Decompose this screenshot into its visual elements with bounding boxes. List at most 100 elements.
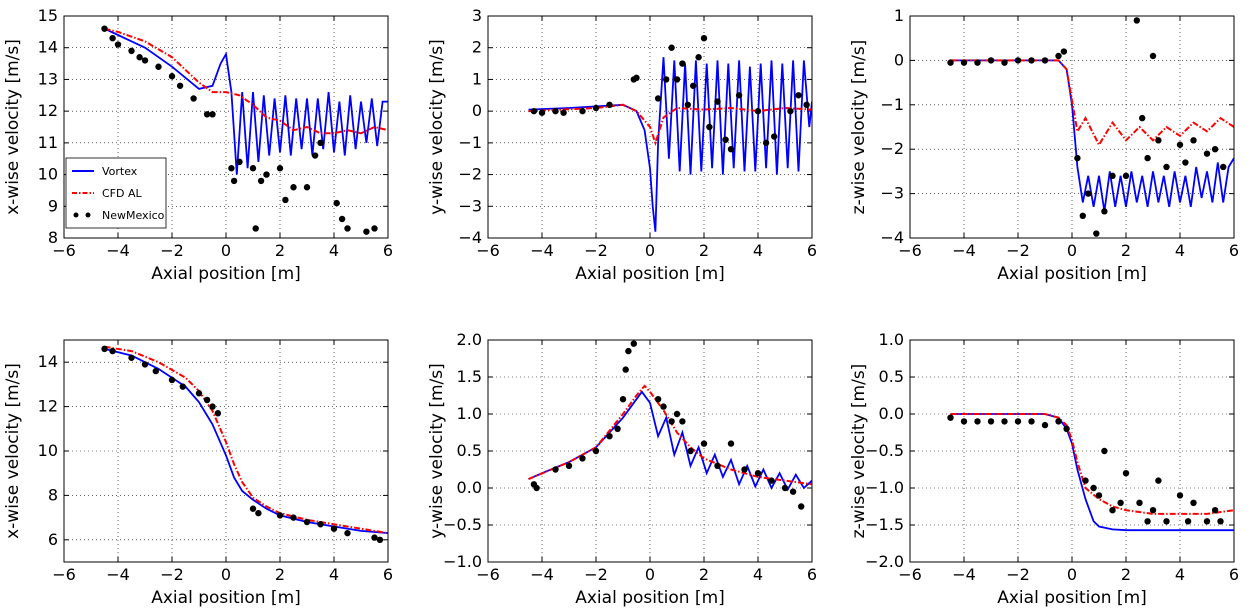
newmexico-point [538, 109, 546, 116]
newmexico-point [714, 462, 721, 469]
newmexico-point [1176, 492, 1184, 499]
plot-frame [909, 15, 1235, 239]
newmexico-point [781, 484, 789, 492]
newmexico-point [109, 347, 116, 355]
newmexico-point [974, 59, 981, 66]
newmexico-point [673, 410, 681, 418]
vortex-series-line [528, 390, 812, 492]
y-tick-label: 1.5 [457, 367, 482, 386]
newmexico-point [1055, 418, 1062, 425]
plot-frame [63, 15, 389, 239]
newmexico-point [735, 92, 743, 99]
newmexico-point [622, 366, 629, 373]
newmexico-point [1079, 212, 1087, 219]
cfd-al-series-line [950, 59, 1234, 147]
plot-area [101, 345, 388, 543]
plot-area [947, 413, 1234, 532]
plot-frame [63, 339, 389, 563]
newmexico-point [668, 44, 675, 51]
y-tick-label: 14 [38, 38, 58, 57]
x-tick-label: 0 [1067, 241, 1077, 260]
y-tick-label: 10 [38, 441, 58, 460]
y-axis-label: y-wise velocity [m/s] [427, 363, 447, 539]
newmexico-point [714, 98, 721, 105]
newmexico-point [152, 367, 159, 375]
newmexico-point [614, 425, 621, 432]
y-tick-label: −2 [880, 139, 904, 158]
newmexico-point [1041, 57, 1049, 64]
plot-frame [487, 15, 813, 239]
newmexico-point [1109, 172, 1116, 180]
newmexico-point [168, 376, 176, 384]
y-tick-label: 0.5 [879, 367, 904, 386]
x-axis-label: Axial position [m] [575, 588, 725, 608]
newmexico-point [579, 455, 586, 462]
newmexico-point [1090, 484, 1097, 492]
y-axis-label: z-wise velocity [m/s] [849, 364, 869, 539]
y-tick-label: −0.5 [865, 441, 904, 460]
newmexico-point [228, 165, 235, 172]
newmexico-point [1211, 146, 1219, 153]
y-axis-label: y-wise velocity [m/s] [427, 39, 447, 215]
y-axis-label: x-wise velocity [m/s] [3, 363, 23, 539]
newmexico-point [754, 470, 762, 477]
newmexico-point [282, 196, 289, 204]
plot-area [528, 340, 812, 510]
subplot-1: −6 −4 −2 0 2 4 6 8 9 10 11 12 13 14 15 Axial position [… [3, 6, 393, 284]
y-tick-label: 12 [38, 101, 58, 120]
newmexico-point [1060, 48, 1068, 55]
y-tick-label: −3 [880, 184, 904, 203]
x-tick-label: 6 [1229, 241, 1239, 260]
newmexico-point [101, 25, 108, 32]
legend-label-cfd-al: CFD AL [102, 187, 142, 200]
y-tick-label: −2.0 [865, 552, 904, 571]
x-tick-label: 4 [329, 565, 339, 584]
newmexico-point [1063, 425, 1070, 432]
x-tick-label: −2 [1006, 241, 1030, 260]
y-tick-label: −1.0 [865, 478, 904, 497]
newmexico-point [552, 107, 559, 115]
newmexico-point [1109, 507, 1116, 514]
newmexico-point [1028, 57, 1035, 64]
newmexico-point [203, 396, 211, 404]
newmexico-point [1211, 507, 1219, 514]
y-tick-label: −1 [458, 133, 482, 152]
x-axis-label: Axial position [m] [997, 264, 1147, 284]
newmexico-point [371, 534, 378, 541]
newmexico-point [679, 60, 686, 67]
cfd-al-series-line [950, 413, 1234, 515]
y-tick-label: 2 [472, 38, 482, 57]
y-tick-label: 6 [48, 530, 58, 549]
newmexico-point [687, 447, 694, 455]
newmexico-point [109, 35, 116, 42]
y-tick-label: 0.0 [457, 478, 482, 497]
newmexico-point [363, 228, 370, 235]
newmexico-point [141, 57, 149, 64]
newmexico-point [754, 107, 762, 115]
y-tick-label: 8 [48, 485, 58, 504]
newmexico-point [168, 73, 176, 80]
newmexico-point [1220, 163, 1227, 171]
plot-area [947, 17, 1234, 237]
newmexico-point [303, 184, 311, 191]
newmexico-point [179, 383, 186, 390]
newmexico-point [690, 82, 697, 89]
newmexico-point [1136, 499, 1143, 506]
newmexico-point [333, 199, 340, 207]
y-tick-label: 8 [48, 228, 58, 247]
newmexico-point [249, 165, 257, 172]
newmexico-point [787, 107, 794, 115]
x-tick-label: 6 [807, 241, 817, 260]
newmexico-point [114, 41, 122, 48]
newmexico-point [700, 440, 708, 447]
newmexico-point [1014, 418, 1022, 425]
subplot-5: −6 −4 −2 0 2 4 6 −1.0 −0.5 0.0 0.5 1.0 1.5 2.0 Axial p… [427, 330, 817, 608]
newmexico-point [276, 512, 284, 519]
newmexico-point [290, 514, 297, 521]
newmexico-point [960, 418, 968, 425]
newmexico-point [695, 54, 702, 61]
newmexico-point [552, 466, 559, 473]
newmexico-point [344, 225, 351, 232]
